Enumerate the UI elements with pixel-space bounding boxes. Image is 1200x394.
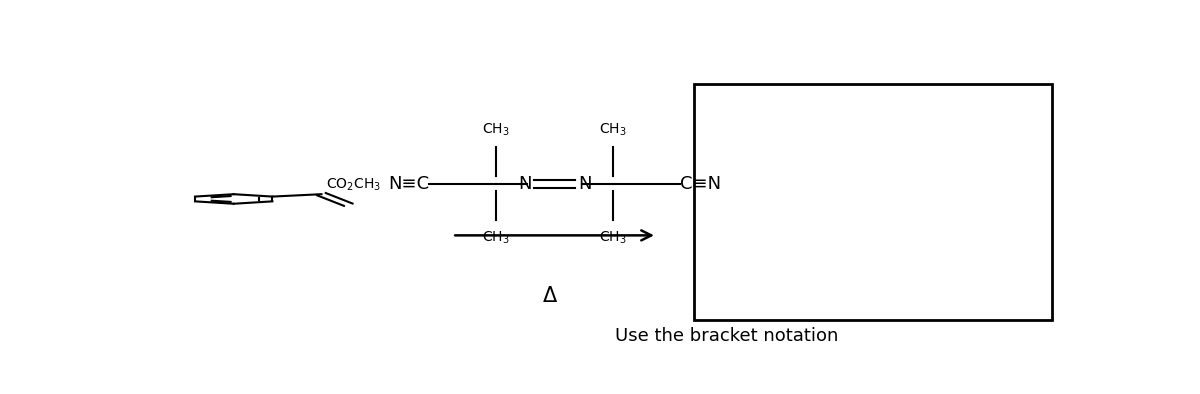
Text: Use the bracket notation: Use the bracket notation (614, 327, 839, 345)
Text: Δ: Δ (542, 286, 557, 306)
Text: CH$_3$: CH$_3$ (482, 229, 510, 246)
Bar (694, 84, 1052, 320)
Text: CH$_3$: CH$_3$ (599, 122, 626, 138)
Text: N≡C: N≡C (388, 175, 430, 193)
Text: N: N (578, 175, 592, 193)
Text: CH$_3$: CH$_3$ (599, 229, 626, 246)
Text: N: N (518, 175, 532, 193)
Text: CO$_2$CH$_3$: CO$_2$CH$_3$ (326, 176, 382, 193)
Text: CH$_3$: CH$_3$ (482, 122, 510, 138)
Text: C≡N: C≡N (680, 175, 721, 193)
